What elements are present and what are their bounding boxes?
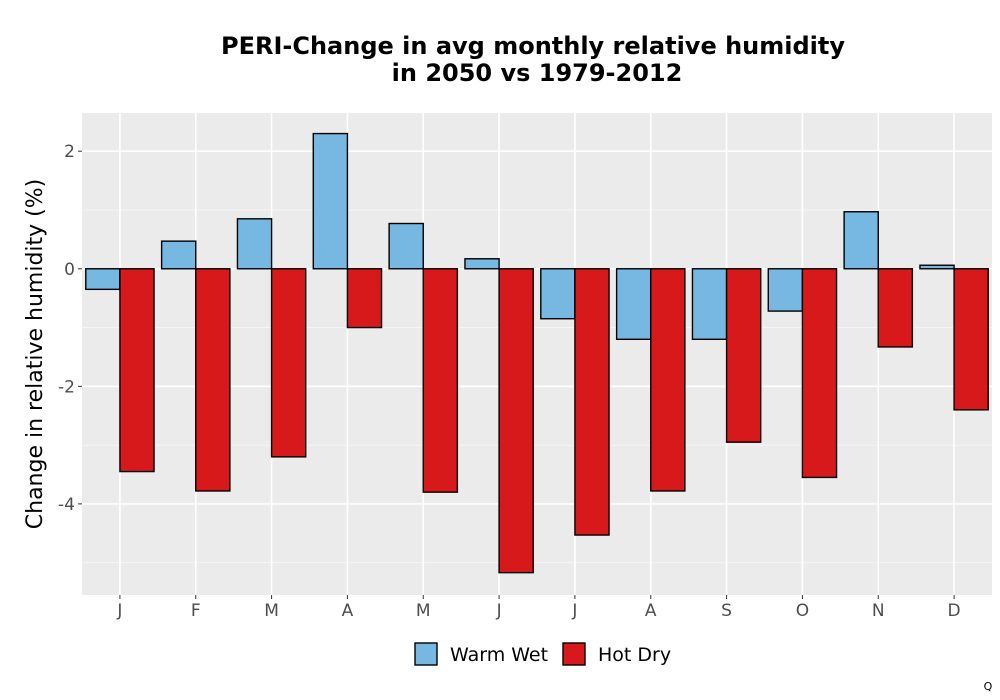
bars [85,132,989,574]
x-tick-label: A [645,601,657,621]
y-axis: -4 -2 0 2 [58,142,82,515]
bar-hot-dry-5 [422,268,459,493]
bar-hot-dry-10 [801,268,838,479]
x-tick-label: S [721,601,732,621]
x-tick-label: A [342,601,354,621]
chart-title-line-1: PERI-Change in avg monthly relative humi… [221,32,845,60]
bar-warm-wet-10 [767,268,804,312]
bar-warm-wet-6 [464,258,500,270]
bar-hot-dry-7 [574,268,610,536]
y-axis-label: Change in relative humidity (%) [23,179,48,529]
bar-warm-wet-3 [236,218,273,270]
bar-hot-dry-2 [195,268,231,492]
corner-mark: Q [984,680,993,693]
y-tick-label: -4 [58,495,75,515]
bar-warm-wet-8 [615,268,652,341]
legend-label-hot-dry: Hot Dry [598,644,671,666]
bar-hot-dry-11 [877,268,914,348]
x-tick-label: O [796,601,809,621]
x-tick-label: F [191,601,201,621]
legend-label-warm-wet: Warm Wet [450,644,548,666]
x-tick-label: N [872,601,885,621]
bar-hot-dry-8 [650,268,686,492]
bar-hot-dry-4 [346,268,383,329]
bar-hot-dry-3 [270,268,307,458]
bar-warm-wet-11 [843,211,879,270]
y-tick-label: 0 [64,260,75,280]
legend: Warm Wet Hot Dry [414,642,671,666]
legend-swatch-warm-wet [414,642,438,666]
x-tick-label: J [496,601,502,621]
x-tick-label: M [264,601,279,621]
x-tick-label: D [948,601,961,621]
y-tick-label: -2 [58,377,75,397]
bar-warm-wet-1 [85,268,121,291]
x-tick-label: M [416,601,431,621]
legend-swatch-hot-dry [562,642,586,666]
bar-hot-dry-1 [119,268,155,473]
bar-hot-dry-6 [498,268,534,574]
plot-panel [82,113,992,595]
x-tick-label: J [571,601,577,621]
bar-warm-wet-7 [540,268,576,320]
bar-hot-dry-9 [725,268,762,443]
x-tick-label: J [116,601,122,621]
chart-title-line-2: in 2050 vs 1979-2012 [392,59,683,87]
bar-warm-wet-12 [919,264,955,270]
bar-hot-dry-12 [953,268,989,411]
bar-warm-wet-4 [312,132,349,270]
bar-warm-wet-2 [160,240,197,270]
bar-warm-wet-9 [691,268,728,341]
y-tick-label: 2 [64,142,75,162]
bar-warm-wet-5 [388,222,424,270]
